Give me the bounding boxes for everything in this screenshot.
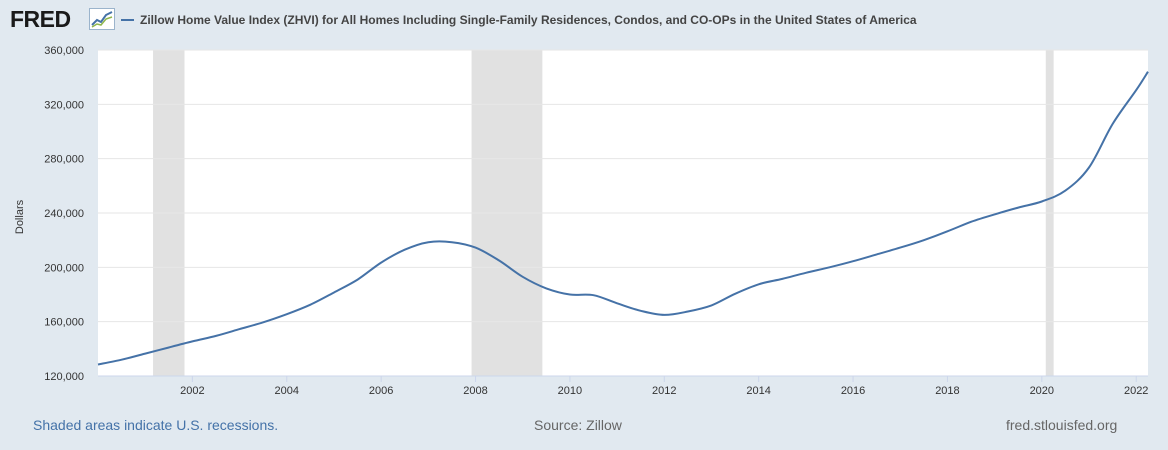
source-text: Source: Zillow bbox=[534, 417, 622, 433]
x-tick-label: 2018 bbox=[935, 385, 959, 397]
legend-series-title: Zillow Home Value Index (ZHVI) for All H… bbox=[140, 13, 917, 27]
y-tick-label: 360,000 bbox=[44, 45, 84, 57]
legend-swatch bbox=[121, 19, 134, 21]
fred-logo[interactable]: FRED bbox=[10, 6, 71, 32]
y-tick-label: 280,000 bbox=[44, 154, 84, 166]
y-tick-label: 200,000 bbox=[44, 262, 84, 274]
fred-chart-icon bbox=[89, 8, 115, 30]
y-tick-label: 160,000 bbox=[44, 317, 84, 329]
x-tick-label: 2016 bbox=[841, 385, 865, 397]
x-tick-label: 2004 bbox=[275, 385, 299, 397]
legend[interactable]: Zillow Home Value Index (ZHVI) for All H… bbox=[121, 12, 917, 28]
line-chart: 120,000 160,000 200,000 240,000 280,000 320,0… bbox=[44, 45, 1149, 397]
x-tick-label: 2022 bbox=[1124, 385, 1148, 397]
x-tick-label: 2010 bbox=[558, 385, 582, 397]
header: FRED Zillow Home Value Index (ZHVI) for … bbox=[0, 0, 1168, 40]
y-tick-label: 240,000 bbox=[44, 208, 84, 220]
y-tick-label: 120,000 bbox=[44, 371, 84, 383]
y-axis-ticks: 120,000 160,000 200,000 240,000 280,000 320,0… bbox=[44, 45, 84, 383]
x-tick-label: 2012 bbox=[652, 385, 676, 397]
site-link[interactable]: fred.stlouisfed.org bbox=[1006, 417, 1118, 433]
recession-note[interactable]: Shaded areas indicate U.S. recessions. bbox=[33, 417, 279, 433]
x-tick-label: 2014 bbox=[746, 385, 770, 397]
series bbox=[97, 71, 1149, 366]
x-axis-ticks: 2002 2004 2006 2008 2010 2012 2014 2016 2018 2020… bbox=[98, 375, 1148, 397]
x-tick-label: 2020 bbox=[1030, 385, 1054, 397]
series-line-0 bbox=[97, 71, 1149, 366]
x-tick-label: 2002 bbox=[180, 385, 204, 397]
y-tick-label: 320,000 bbox=[44, 99, 84, 111]
x-tick-label: 2006 bbox=[369, 385, 393, 397]
x-tick-label: 2008 bbox=[463, 385, 487, 397]
